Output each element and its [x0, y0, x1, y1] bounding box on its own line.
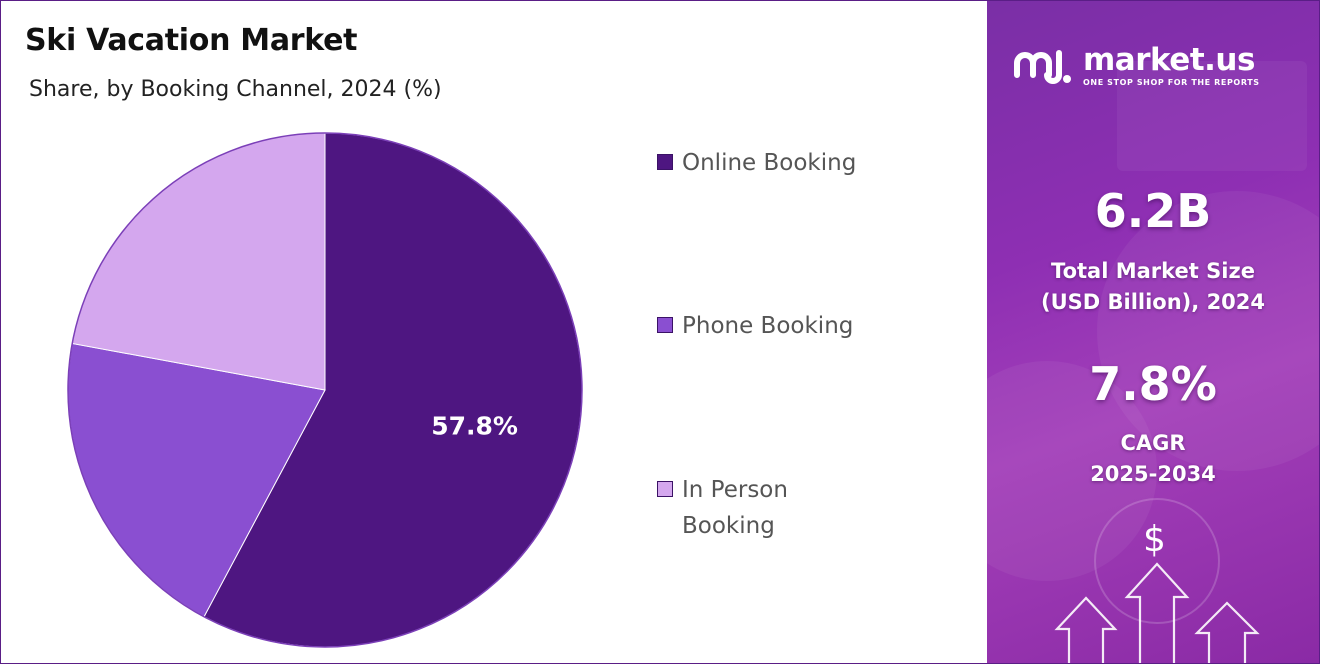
legend-item-in-person-booking: In Person Booking	[657, 472, 917, 544]
legend-swatch-phone-booking	[657, 317, 673, 333]
market-us-logo-icon	[1014, 50, 1071, 84]
background-decoration	[987, 61, 1319, 663]
cagr-value: 7.8%	[1089, 357, 1217, 411]
brand-logo: market.us ONE STOP SHOP FOR THE REPORTS	[1011, 41, 1260, 89]
chart-panel: Ski Vacation Market Share, by Booking Ch…	[1, 1, 986, 663]
chart-subtitle: Share, by Booking Channel, 2024 (%)	[29, 77, 442, 102]
stats-panel: market.us ONE STOP SHOP FOR THE REPORTS …	[987, 1, 1319, 663]
chart-title: Ski Vacation Market	[25, 23, 358, 58]
legend-item-online-booking: Online Booking	[657, 145, 917, 181]
market-size-label-line2: (USD Billion), 2024	[1040, 290, 1266, 314]
legend-label-in-person-booking: In Person Booking	[682, 477, 788, 539]
cagr-label-line1: CAGR	[1120, 431, 1186, 455]
growth-arrows-icon	[1054, 562, 1260, 663]
data-label-online-booking: 57.8%	[431, 411, 518, 440]
market-size-value: 6.2B	[1094, 184, 1212, 238]
market-size-label-line1: Total Market Size	[1051, 259, 1255, 283]
brand-tagline: ONE STOP SHOP FOR THE REPORTS	[1083, 77, 1260, 87]
legend-label-online-booking: Online Booking	[682, 150, 857, 176]
brand-name: market.us	[1083, 41, 1255, 78]
legend-swatch-online-booking	[657, 154, 673, 170]
pie-chart: 57.8%	[67, 132, 583, 648]
legend-swatch-in-person-booking	[657, 481, 673, 497]
legend-label-phone-booking: Phone Booking	[682, 313, 854, 339]
cagr-label-line2: 2025-2034	[1090, 462, 1216, 486]
pie-outline	[67, 132, 583, 648]
legend-item-phone-booking: Phone Booking	[657, 308, 917, 344]
dollar-icon: $	[1143, 519, 1166, 560]
